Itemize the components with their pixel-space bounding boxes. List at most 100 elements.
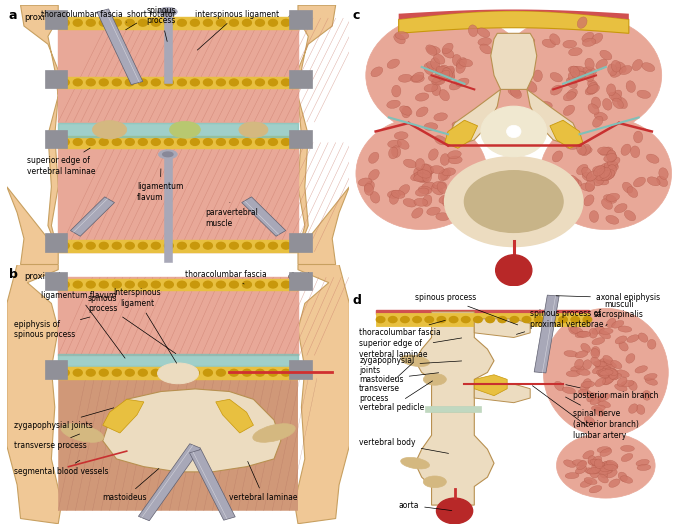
Ellipse shape — [452, 122, 465, 130]
Ellipse shape — [415, 175, 429, 183]
Ellipse shape — [399, 74, 412, 82]
Circle shape — [282, 281, 290, 288]
Circle shape — [86, 139, 95, 145]
Circle shape — [547, 316, 555, 323]
Ellipse shape — [587, 393, 597, 402]
Ellipse shape — [609, 370, 618, 380]
Ellipse shape — [439, 89, 449, 101]
Circle shape — [177, 20, 186, 26]
Ellipse shape — [588, 83, 597, 94]
Ellipse shape — [163, 10, 173, 14]
Ellipse shape — [436, 66, 449, 75]
Ellipse shape — [395, 32, 409, 40]
Ellipse shape — [609, 479, 620, 487]
Bar — [375, 313, 589, 326]
Circle shape — [510, 316, 519, 323]
Ellipse shape — [438, 70, 450, 80]
Ellipse shape — [599, 331, 610, 339]
Ellipse shape — [421, 164, 432, 175]
Ellipse shape — [370, 191, 379, 203]
Text: mastoideus: mastoideus — [359, 373, 438, 384]
Ellipse shape — [394, 34, 406, 44]
Ellipse shape — [564, 351, 577, 357]
Ellipse shape — [628, 381, 637, 390]
Ellipse shape — [598, 468, 612, 475]
Circle shape — [177, 139, 186, 145]
Text: a: a — [8, 9, 17, 22]
Circle shape — [125, 369, 134, 376]
Ellipse shape — [580, 480, 593, 487]
Circle shape — [138, 20, 147, 26]
Ellipse shape — [583, 451, 594, 459]
Bar — [58, 240, 298, 251]
Ellipse shape — [603, 98, 612, 110]
Ellipse shape — [617, 377, 627, 386]
Bar — [45, 272, 66, 290]
Circle shape — [282, 79, 290, 86]
Ellipse shape — [410, 173, 424, 181]
Ellipse shape — [501, 53, 512, 65]
Ellipse shape — [573, 460, 586, 466]
Ellipse shape — [423, 476, 447, 488]
Ellipse shape — [445, 157, 583, 247]
Bar — [45, 233, 66, 251]
Ellipse shape — [599, 461, 610, 469]
Ellipse shape — [581, 183, 595, 191]
Polygon shape — [103, 389, 281, 472]
Ellipse shape — [599, 147, 613, 156]
Ellipse shape — [609, 370, 618, 379]
Ellipse shape — [497, 74, 510, 84]
Circle shape — [190, 139, 199, 145]
Circle shape — [60, 20, 69, 26]
Ellipse shape — [388, 140, 401, 148]
Ellipse shape — [573, 71, 586, 80]
Ellipse shape — [428, 75, 442, 82]
Ellipse shape — [591, 346, 600, 356]
Ellipse shape — [442, 43, 453, 53]
Circle shape — [190, 242, 199, 249]
Ellipse shape — [554, 381, 564, 390]
Ellipse shape — [456, 78, 469, 87]
Circle shape — [449, 316, 458, 323]
Text: proximal: proximal — [24, 13, 60, 22]
Ellipse shape — [588, 459, 601, 466]
Circle shape — [473, 316, 482, 323]
Circle shape — [229, 139, 238, 145]
Circle shape — [125, 139, 134, 145]
Circle shape — [60, 281, 69, 288]
Ellipse shape — [643, 390, 651, 400]
Ellipse shape — [456, 58, 466, 69]
Ellipse shape — [387, 59, 399, 68]
Ellipse shape — [550, 34, 560, 45]
Text: transverse process: transverse process — [14, 434, 86, 451]
Ellipse shape — [619, 342, 628, 351]
Ellipse shape — [623, 182, 633, 193]
Circle shape — [164, 281, 173, 288]
Ellipse shape — [592, 327, 604, 334]
Circle shape — [203, 242, 212, 249]
Polygon shape — [71, 197, 114, 236]
Circle shape — [269, 20, 277, 26]
Ellipse shape — [598, 368, 611, 375]
Ellipse shape — [596, 172, 609, 181]
Text: distal: distal — [288, 13, 310, 22]
Bar — [58, 279, 298, 290]
Ellipse shape — [603, 355, 613, 364]
Circle shape — [60, 369, 69, 376]
Text: thoracolumbar fascia: thoracolumbar fascia — [41, 10, 127, 22]
Circle shape — [216, 79, 225, 86]
Ellipse shape — [158, 363, 199, 384]
Ellipse shape — [619, 66, 632, 75]
Ellipse shape — [647, 340, 656, 349]
Ellipse shape — [399, 106, 412, 115]
Ellipse shape — [659, 168, 668, 179]
Polygon shape — [295, 264, 349, 524]
Ellipse shape — [604, 161, 618, 169]
Bar — [289, 70, 312, 88]
Ellipse shape — [606, 470, 617, 478]
Ellipse shape — [589, 329, 597, 338]
Ellipse shape — [581, 381, 595, 387]
Polygon shape — [399, 11, 629, 33]
Bar — [375, 309, 589, 314]
Ellipse shape — [434, 135, 447, 145]
